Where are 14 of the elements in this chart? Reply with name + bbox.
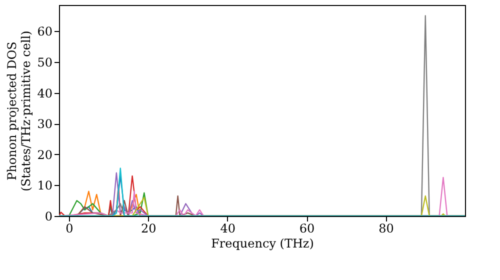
y-tick-label: 60 <box>37 24 52 39</box>
x-axis-title: Frequency (THz) <box>211 236 314 250</box>
y-tick-label: 40 <box>37 86 52 100</box>
x-tick-label: 0 <box>66 222 74 236</box>
x-tick-label: 20 <box>140 222 156 236</box>
y-axis-title: Phonon projected DOS (States/THz·primitive cell) <box>5 30 34 192</box>
y-tick-label: 10 <box>37 178 52 193</box>
y-tick-label: 50 <box>37 55 52 70</box>
x-tick-label: 40 <box>220 222 236 236</box>
x-tick-label: 60 <box>299 222 315 236</box>
y-tick-label: 20 <box>37 148 52 162</box>
y-tick-label: 0 <box>44 210 52 224</box>
x-tick-label: 80 <box>378 222 394 236</box>
y-tick-label: 30 <box>37 117 52 132</box>
